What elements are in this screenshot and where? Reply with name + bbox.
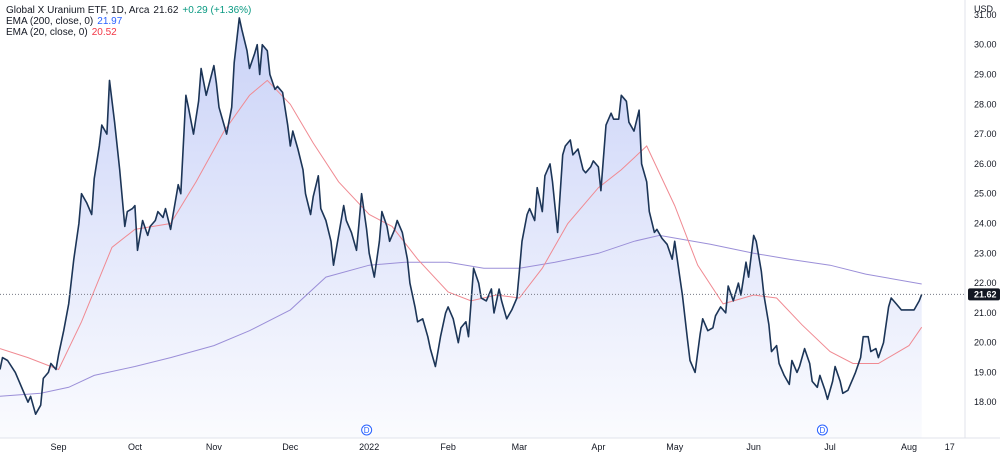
time-tick-label: Dec [282, 442, 299, 452]
time-tick-label: Apr [591, 442, 605, 452]
price-tick-label: 23.00 [974, 248, 997, 258]
time-tick-label: 17 [945, 442, 955, 452]
dividend-marker-label: D [364, 426, 370, 435]
price-tick-label: 27.00 [974, 129, 997, 139]
chart-legend: Global X Uranium ETF, 1D, Arca 21.62 +0.… [6, 5, 251, 38]
time-tick-label: Jun [746, 442, 761, 452]
time-axis[interactable]: Sep Oct Nov Dec 2022 Feb Mar Apr May Jun Jul Aug 17 [0, 437, 1000, 452]
price-tick-label: 19.00 [974, 367, 997, 377]
time-tick-label: Aug [901, 442, 917, 452]
legend-price: 21.62 [153, 5, 179, 16]
price-tick-label: 24.00 [974, 218, 997, 228]
dividend-marker[interactable]: D [816, 424, 828, 436]
ema200-line [0, 234, 922, 397]
time-tick-label: Jul [824, 442, 836, 452]
price-tick-label: 18.00 [974, 397, 997, 407]
price-tick-label: 21.00 [974, 308, 997, 318]
price-line [0, 17, 923, 415]
dividend-marker[interactable]: D [361, 424, 373, 436]
time-tick-label: Oct [128, 442, 143, 452]
time-tick-label: Nov [206, 442, 223, 452]
legend-title[interactable]: Global X Uranium ETF, 1D, Arca [6, 5, 150, 16]
legend-ema200-value: 21.97 [97, 16, 123, 27]
currency-label: USD [974, 4, 994, 14]
time-tick-label: Sep [51, 442, 67, 452]
price-tick-label: 25.00 [974, 189, 997, 199]
time-tick-label: Mar [512, 442, 528, 452]
price-axis[interactable]: 18.00 19.00 20.00 21.00 22.00 23.00 24.00 25.00… [964, 0, 1000, 438]
price-tick-label: 28.00 [974, 99, 997, 109]
legend-ema20-row[interactable]: EMA (20, close, 0) 20.52 [6, 27, 251, 38]
dividend-marker-circle [361, 424, 373, 436]
time-tick-label: Feb [440, 442, 456, 452]
price-tick-label: 30.00 [974, 40, 997, 50]
price-tick-label: 20.00 [974, 338, 997, 348]
legend-ema20-value: 20.52 [91, 27, 117, 38]
last-price-tag [968, 288, 1000, 301]
dividend-marker-circle [816, 424, 828, 436]
legend-ema200-label: EMA (200, close, 0) [6, 16, 94, 27]
time-tick-label: 2022 [359, 442, 379, 452]
time-tick-label: May [666, 442, 684, 452]
dividend-marker-label: D [820, 426, 826, 435]
legend-ema200-row[interactable]: EMA (200, close, 0) 21.97 [6, 16, 251, 27]
price-tick-label: 31.00 [974, 10, 997, 20]
price-tick-label: 26.00 [974, 159, 997, 169]
price-tick-label: 29.00 [974, 69, 997, 79]
legend-ema20-label: EMA (20, close, 0) [6, 27, 88, 38]
last-price-tag-label: 21.62 [974, 289, 997, 299]
legend-change: +0.29 (+1.36%) [182, 5, 252, 16]
legend-main-row: Global X Uranium ETF, 1D, Arca 21.62 +0.… [6, 5, 251, 16]
price-tick-label: 22.00 [974, 278, 997, 288]
